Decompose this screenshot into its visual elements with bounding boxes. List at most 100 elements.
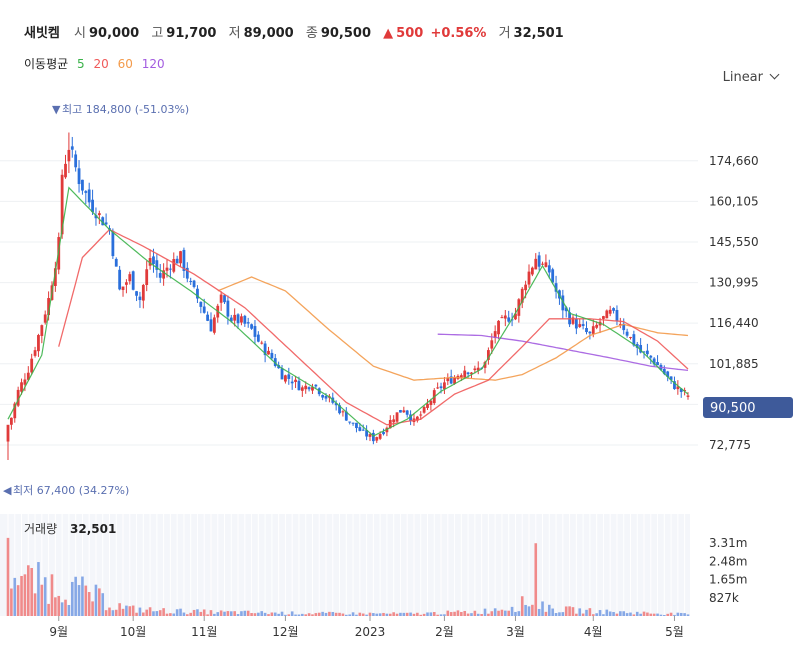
candle <box>81 179 84 195</box>
candle <box>547 259 551 279</box>
volume-bar <box>131 605 135 616</box>
volume-bar <box>500 609 504 616</box>
candle <box>199 301 203 314</box>
volume-bar <box>189 612 192 616</box>
volume-bar <box>520 596 524 616</box>
ma120-line <box>437 333 689 372</box>
volume-bar <box>480 613 483 616</box>
volume-bar <box>443 614 446 616</box>
volume-bar <box>50 574 54 616</box>
volume-bar <box>591 614 595 616</box>
ma-legend-5: 5 <box>77 57 85 71</box>
volume-bar <box>192 609 196 616</box>
volume-bar <box>622 611 626 616</box>
candle <box>97 210 101 225</box>
candle <box>87 182 91 208</box>
candle <box>507 310 511 323</box>
volume-bar <box>334 612 338 616</box>
volume-bar <box>642 611 646 616</box>
candle <box>652 357 656 367</box>
candle <box>436 382 440 389</box>
candle <box>344 407 348 421</box>
ma-legend-label: 이동평균 <box>24 57 69 71</box>
volume-bar <box>345 614 348 616</box>
volume-tick-label: 2.48m <box>709 554 747 568</box>
volume-bar <box>419 614 423 616</box>
candle <box>341 410 345 417</box>
volume-bar <box>47 603 50 616</box>
candle <box>91 189 94 215</box>
volume-bar <box>43 577 47 616</box>
volume-bar <box>284 614 287 616</box>
high-label: 고 <box>151 26 164 41</box>
x-tick-label: 3월 <box>506 625 525 639</box>
chart-grid <box>0 160 698 446</box>
change-percent: +0.56% <box>430 26 487 41</box>
candle <box>429 398 433 411</box>
volume-bar <box>392 612 395 616</box>
volume-bar <box>199 611 203 616</box>
volume-bar <box>399 612 402 616</box>
candle <box>300 385 304 397</box>
candle <box>196 285 199 303</box>
volume-bar <box>60 602 64 616</box>
volume-bar <box>460 611 463 616</box>
x-tick-label: 2023 <box>355 625 386 639</box>
volume-bar <box>578 608 582 616</box>
x-tick-label: 9월 <box>49 625 68 639</box>
volume-bar <box>355 614 358 616</box>
volume-bar <box>148 607 152 616</box>
scale-selector[interactable]: Linear <box>723 69 780 85</box>
volume-bar <box>395 613 399 616</box>
volume-bar <box>358 612 362 616</box>
volume-bar <box>385 613 389 616</box>
candle <box>676 380 680 395</box>
volume-bar <box>683 613 686 616</box>
volume-bar <box>588 608 592 616</box>
open-value: 90,000 <box>89 26 140 41</box>
candle <box>311 383 314 394</box>
candle <box>246 317 250 328</box>
volume-bar <box>13 577 17 616</box>
volume-bar <box>476 613 480 616</box>
candle <box>182 247 186 278</box>
candle <box>125 279 128 294</box>
volume-bar <box>361 613 365 616</box>
candle <box>209 312 213 332</box>
candle <box>365 425 369 441</box>
candle <box>16 386 20 408</box>
volume-bar <box>118 603 121 616</box>
candle <box>30 353 34 375</box>
volume-bar <box>280 611 284 616</box>
volume-bar <box>135 612 138 616</box>
candle <box>635 341 639 356</box>
candle <box>314 384 318 389</box>
volume-bar <box>67 605 71 616</box>
volume-bar <box>446 610 450 616</box>
volume-bar <box>331 611 335 616</box>
candle <box>189 277 193 285</box>
volume-bar <box>497 610 500 616</box>
candle <box>236 313 240 329</box>
candle <box>118 265 122 291</box>
volume-bar <box>250 613 253 616</box>
candle <box>33 346 37 358</box>
low-value: 89,000 <box>243 26 294 41</box>
volume-bar <box>169 613 172 616</box>
volume-bar <box>37 562 40 616</box>
candle <box>622 318 626 335</box>
volume-bar <box>101 593 105 616</box>
candle <box>148 249 152 270</box>
volume-bar <box>568 606 571 616</box>
change-value: 500 <box>396 26 424 41</box>
volume-bar <box>615 613 619 616</box>
candle <box>263 340 267 363</box>
volume-bar <box>226 611 230 616</box>
candle <box>348 421 352 425</box>
volume-bar <box>581 613 585 616</box>
volume-bar <box>412 613 416 616</box>
volume-bar <box>575 613 578 616</box>
candle <box>67 132 71 174</box>
volume-bar <box>328 611 331 616</box>
